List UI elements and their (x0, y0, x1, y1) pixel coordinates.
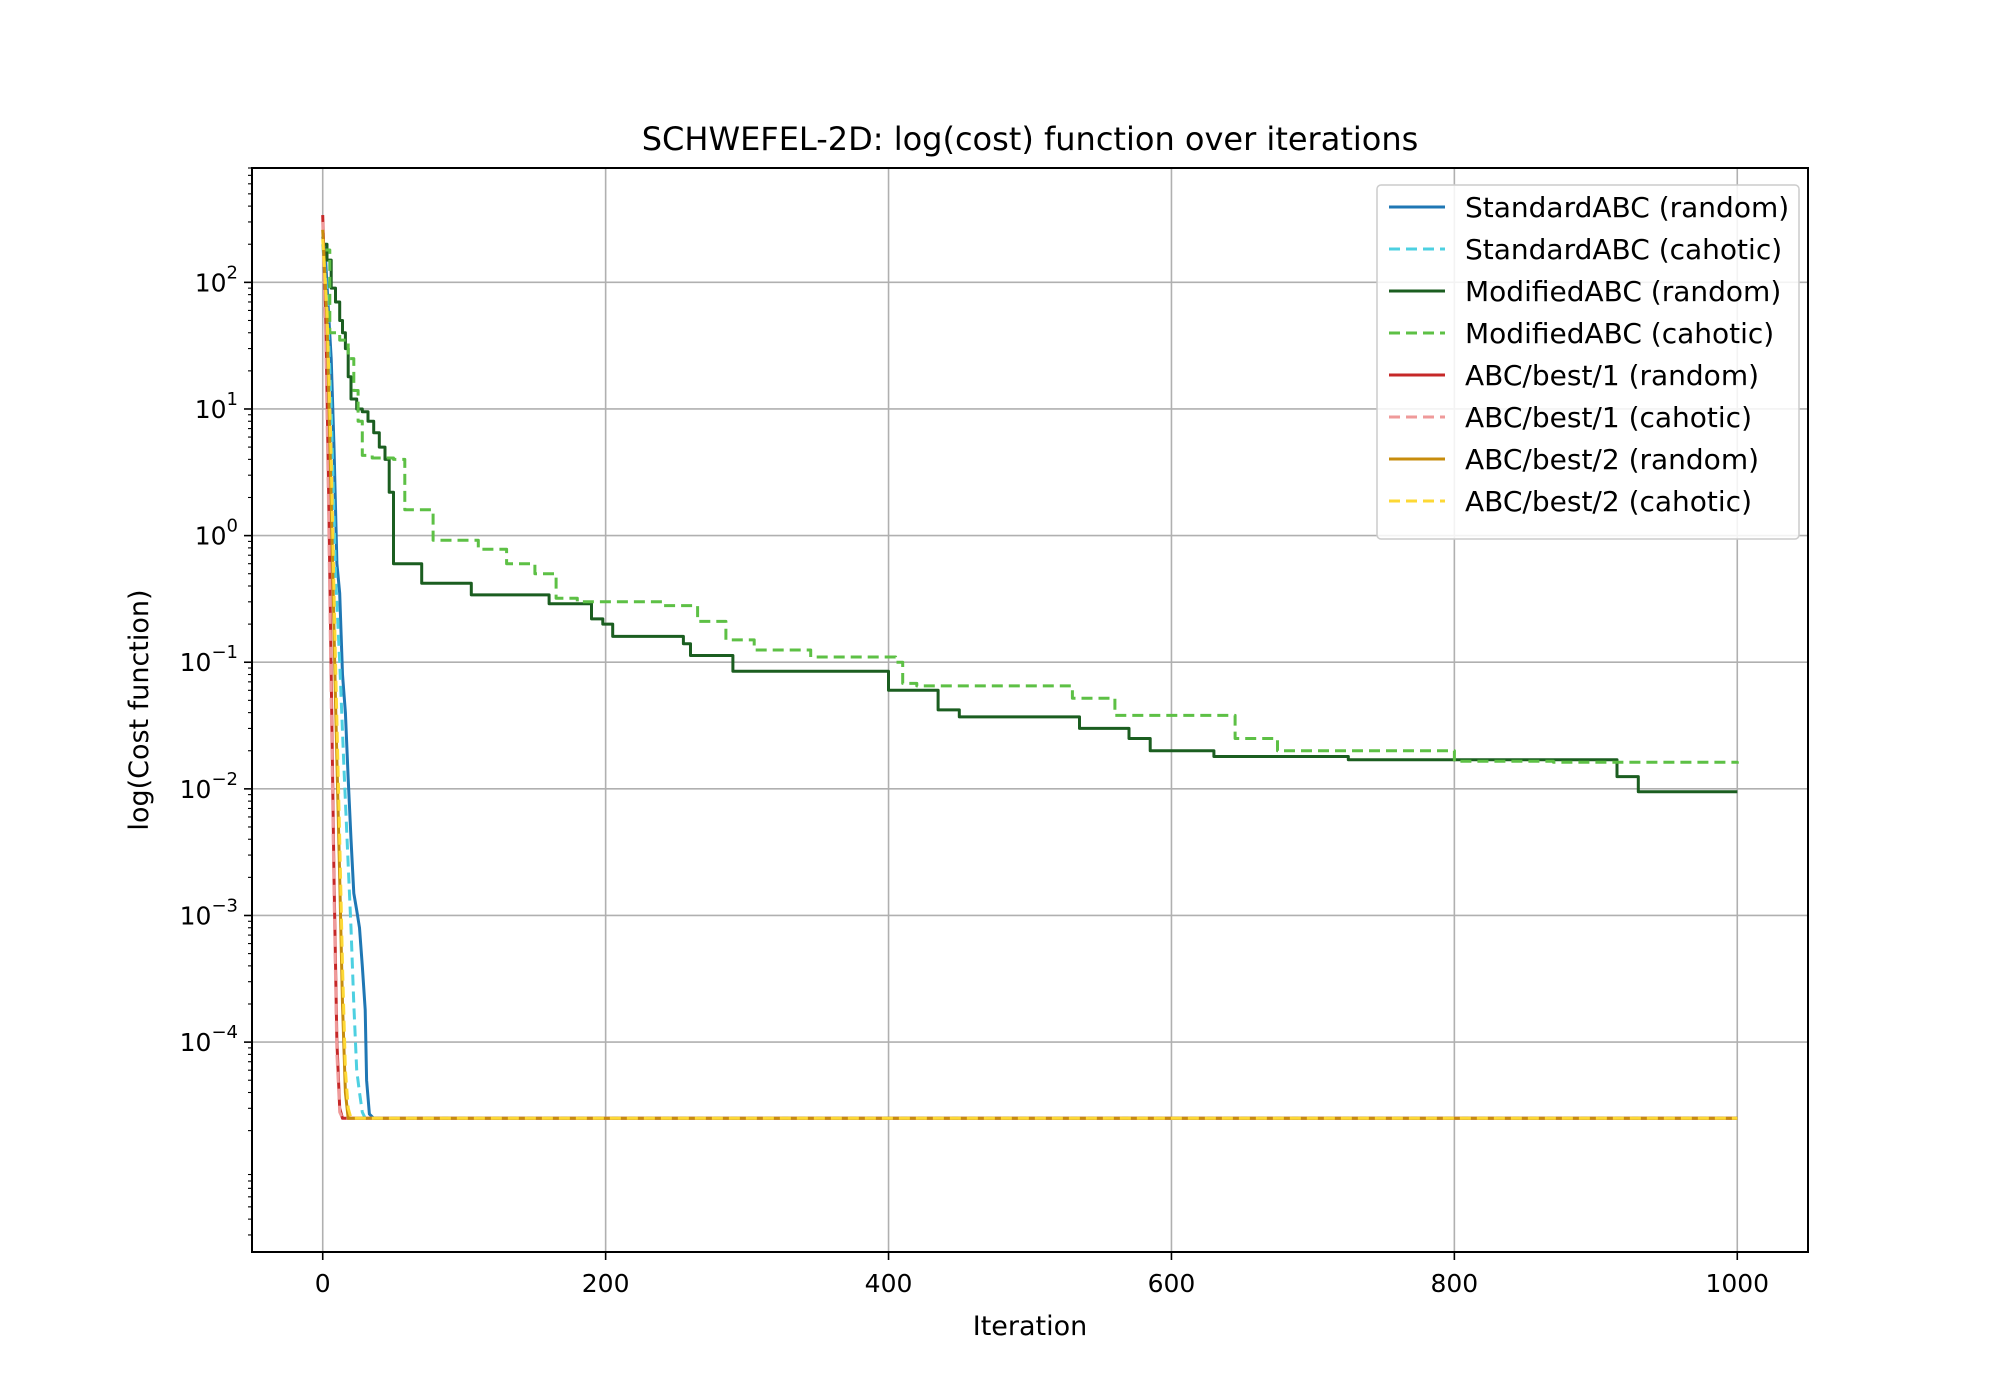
legend-label: StandardABC (cahotic) (1465, 233, 1782, 266)
x-axis-label: Iteration (973, 1311, 1088, 1342)
series-line-6 (321, 221, 1738, 1120)
x-tick-label: 600 (1148, 1269, 1196, 1298)
y-tick-label: 101 (195, 389, 238, 424)
series-lines (321, 215, 1739, 1120)
chart-title: SCHWEFEL-2D: log(cost) function over ite… (642, 120, 1419, 158)
legend-label: ModifiedABC (cahotic) (1465, 317, 1774, 350)
y-tick-label: 100 (195, 516, 238, 551)
x-tick-label: 200 (582, 1269, 630, 1298)
y-axis-label: log(Cost function) (124, 589, 155, 830)
plot-frame (251, 167, 1809, 1253)
y-tick-label: 10−1 (180, 642, 238, 677)
y-tick-base: 10 (195, 522, 227, 551)
legend-label: ABC/best/2 (random) (1465, 443, 1759, 476)
legend-label: ABC/best/1 (cahotic) (1465, 401, 1752, 434)
y-tick-exponent: −1 (211, 642, 238, 663)
axis-ticks: 0 200 400 600 800 100010−410−310−210−11001011… (180, 167, 1769, 1298)
series-line-1 (321, 236, 1738, 1120)
series-line-3 (322, 242, 1738, 794)
y-tick-base: 10 (180, 1028, 212, 1057)
y-tick-base: 10 (180, 901, 212, 930)
legend-label: ABC/best/1 (random) (1465, 359, 1759, 392)
y-tick-label: 10−3 (180, 895, 238, 930)
y-tick-base: 10 (195, 268, 227, 297)
legend-label: ABC/best/2 (cahotic) (1465, 485, 1752, 518)
legend-label: ModifiedABC (random) (1465, 275, 1781, 308)
y-tick-exponent: 1 (227, 389, 238, 410)
y-tick-label: 10−2 (180, 769, 238, 804)
y-tick-exponent: −4 (211, 1022, 238, 1043)
x-tick-label: 800 (1431, 1269, 1479, 1298)
legend-label: StandardABC (random) (1465, 191, 1789, 224)
y-tick-label: 102 (195, 262, 238, 297)
y-tick-exponent: −3 (211, 895, 238, 916)
x-tick-label: 1000 (1705, 1269, 1769, 1298)
legend-box (1376, 184, 1800, 540)
legend: StandardABC (random) StandardABC (cahotic… (1376, 184, 1800, 540)
series-line-4 (322, 248, 1739, 764)
y-tick-exponent: 0 (227, 516, 238, 537)
y-tick-exponent: 2 (227, 262, 238, 283)
y-tick-label: 10−4 (180, 1022, 238, 1057)
series-line-8 (321, 238, 1738, 1120)
y-tick-base: 10 (180, 775, 212, 804)
x-tick-label: 0 (315, 1269, 331, 1298)
y-tick-base: 10 (180, 648, 212, 677)
y-tick-base: 10 (195, 395, 227, 424)
x-tick-label: 400 (865, 1269, 913, 1298)
y-tick-exponent: −2 (211, 769, 238, 790)
